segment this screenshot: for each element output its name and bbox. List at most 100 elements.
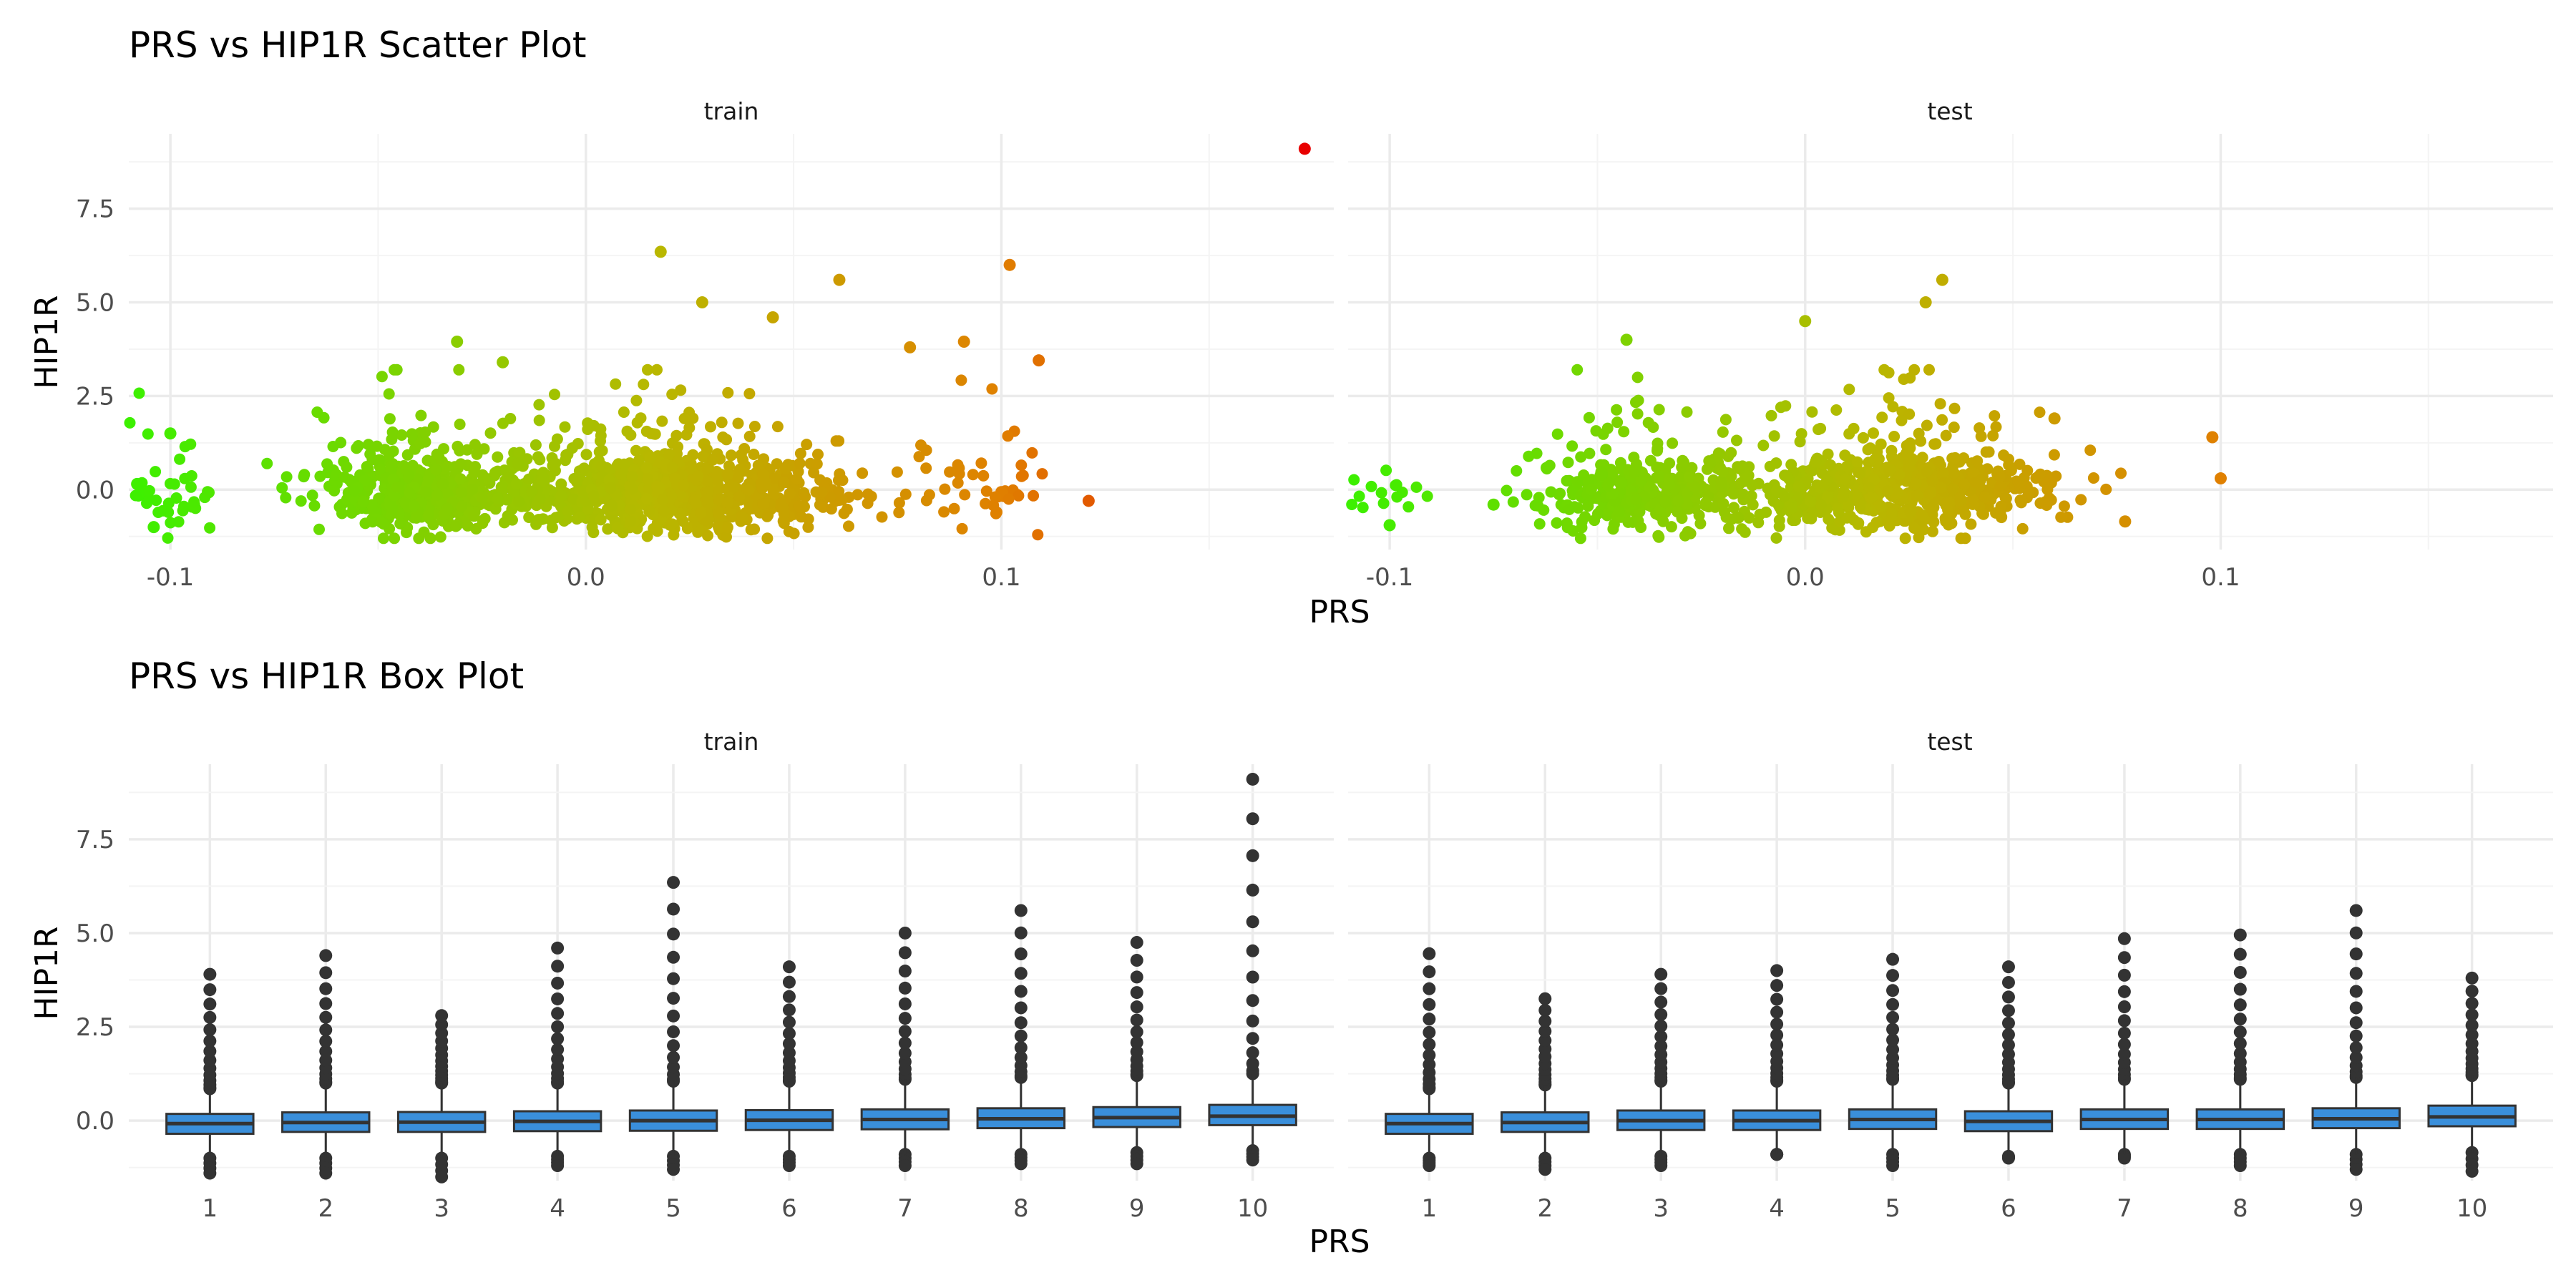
scatter-point <box>1653 404 1665 416</box>
scatter-point <box>2087 472 2099 484</box>
box-7 <box>860 926 950 1173</box>
scatter-point <box>630 444 642 457</box>
scatter-point <box>1959 532 1971 545</box>
scatter-point <box>1882 485 1893 497</box>
scatter-point <box>1896 414 1908 426</box>
box-10 <box>1208 772 1297 1167</box>
box-outlier <box>1246 1046 1259 1060</box>
scatter-point <box>618 406 630 418</box>
scatter-point <box>698 451 710 463</box>
scatter-outlier-point <box>164 427 177 440</box>
box-outlier <box>1423 1159 1436 1173</box>
box-outlier <box>203 983 217 997</box>
scatter-point <box>1928 516 1940 528</box>
scatter-point <box>1966 498 1979 510</box>
box-outlier <box>1654 1030 1668 1043</box>
scatter-point <box>1576 522 1588 534</box>
scatter-point <box>1915 435 1927 447</box>
box-outlier <box>667 992 680 1005</box>
box-10 <box>2427 971 2517 1178</box>
scatter-point <box>1723 522 1735 535</box>
box-outlier <box>1886 1159 1900 1173</box>
box-outlier <box>551 976 565 990</box>
scatter-point <box>762 509 774 521</box>
scatter-point <box>705 421 716 433</box>
box-outlier <box>2117 1000 2131 1014</box>
box-outlier <box>2001 990 2015 1004</box>
scatter-point <box>2016 522 2029 535</box>
scatter-point <box>794 447 806 459</box>
scatter-point <box>204 522 216 534</box>
scatter-point <box>476 492 488 504</box>
scatter-point <box>2058 500 2070 512</box>
scatter-point <box>830 435 842 447</box>
box-outlier <box>1246 1014 1259 1028</box>
box-outlier <box>2001 960 2015 974</box>
scatter-point <box>836 474 849 487</box>
scatter-point <box>1618 426 1630 438</box>
scatter-point <box>555 489 567 502</box>
box-outlier <box>1423 965 1436 979</box>
x-tick-label: 9 <box>1129 1194 1145 1223</box>
scatter-point <box>1607 523 1619 535</box>
scatter-point <box>2003 453 2014 465</box>
scatter-point <box>1823 513 1835 525</box>
scatter-outlier-point <box>1620 333 1633 346</box>
scatter-point <box>1947 483 1959 495</box>
box-outlier <box>2349 904 2363 917</box>
scatter-point <box>1664 479 1676 491</box>
scatter-point <box>1715 475 1727 487</box>
scatter-point <box>952 477 964 489</box>
scatter-outlier-point <box>1383 519 1396 532</box>
scatter-point <box>1678 457 1690 469</box>
box-outlier <box>2233 1013 2247 1026</box>
scatter-point <box>732 417 744 429</box>
scatter-point <box>989 491 1001 503</box>
scatter-outlier-point <box>904 341 917 353</box>
scatter-point <box>778 507 790 519</box>
scatter-point <box>203 487 215 499</box>
scatter-point <box>722 386 734 399</box>
scatter-point <box>1948 467 1960 479</box>
scatter-point <box>1989 410 2001 422</box>
box-outlier <box>667 1050 680 1064</box>
box-outlier <box>1770 1005 1784 1019</box>
scatter-point <box>462 519 474 532</box>
scatter-point <box>1421 490 1433 502</box>
scatter-point <box>2041 499 2053 511</box>
scatter-point <box>1971 455 1984 467</box>
scatter-point <box>1850 489 1863 501</box>
scatter-point <box>1717 426 1729 438</box>
scatter-point <box>1863 482 1875 494</box>
scatter-point <box>580 449 592 461</box>
scatter-point <box>580 495 592 507</box>
box-outlier <box>667 902 680 916</box>
scatter-point <box>523 473 535 485</box>
box-3 <box>1616 967 1706 1173</box>
scatter-point <box>441 502 454 514</box>
scatter-point <box>1725 447 1737 459</box>
scatter-point <box>1773 514 1785 526</box>
x-tick-label: 0.0 <box>567 563 605 592</box>
scatter-point <box>510 478 522 490</box>
scatter-point <box>666 389 678 401</box>
scatter-point <box>1933 456 1945 467</box>
scatter-point <box>1928 502 1940 514</box>
box-outlier <box>1246 1153 1259 1167</box>
scatter-point <box>1622 516 1634 528</box>
scatter-point <box>1365 480 1377 492</box>
scatter-point <box>799 491 811 503</box>
box-outlier <box>551 960 565 973</box>
scatter-point <box>295 495 307 507</box>
box-2 <box>281 949 371 1180</box>
x-tick-label: -0.1 <box>1366 563 1413 592</box>
scatter-point <box>630 394 643 406</box>
scatter-point <box>656 415 668 427</box>
box-outlier <box>1130 1035 1143 1049</box>
scatter-point <box>1806 406 1818 418</box>
box-outlier <box>898 1159 912 1173</box>
scatter-point <box>366 454 379 466</box>
box-outlier <box>898 981 912 995</box>
box-outlier <box>2233 965 2247 979</box>
scatter-point <box>1870 517 1883 529</box>
